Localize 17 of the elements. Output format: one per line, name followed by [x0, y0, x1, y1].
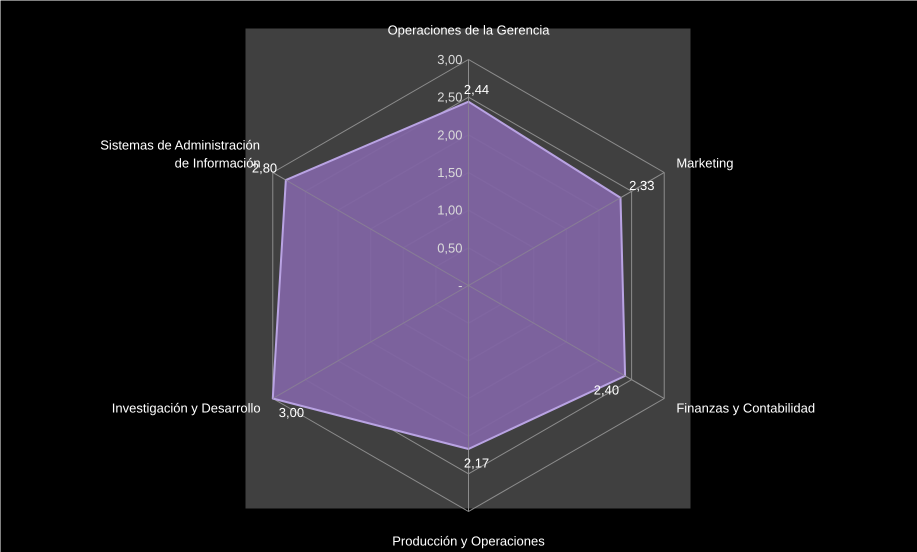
text: 2,17 [464, 455, 490, 470]
y-tick-label: 3,00 [437, 52, 463, 67]
y-tick-label: 0,50 [437, 240, 463, 256]
y-tick-label: 2,50 [437, 90, 463, 105]
spoke-label: Marketing [676, 156, 734, 170]
spoke-label: Operaciones de la Gerencia [388, 22, 550, 38]
y-tick-label: - [458, 278, 463, 293]
text: 2,40 [594, 382, 620, 398]
text: 3,00 [278, 405, 304, 420]
spoke-label: Investigación y Desarrollo [112, 400, 261, 416]
y-tick-label: 1,00 [437, 202, 463, 218]
spoke-label: Producción y Operaciones [392, 534, 546, 548]
y-tick-label: 1,50 [437, 165, 463, 180]
spoke-label: Finanzas y Contabilidad [676, 400, 816, 416]
text: 2,44 [464, 82, 490, 98]
y-tick-label: 2,00 [437, 127, 463, 142]
text: 2,33 [629, 178, 654, 194]
